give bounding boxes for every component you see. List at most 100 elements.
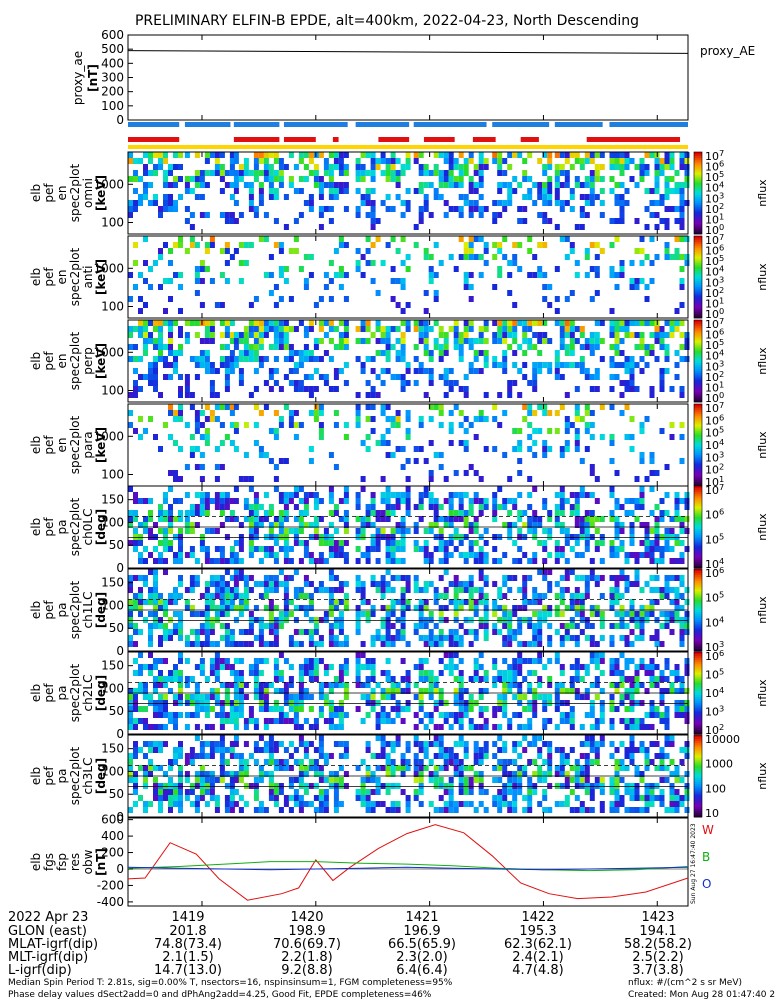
spec-cell (599, 623, 605, 629)
spec-cell (405, 188, 411, 194)
spec-cell (128, 486, 133, 492)
spec-cell (478, 623, 484, 629)
spec-cell (428, 476, 434, 482)
spec-cell (405, 498, 411, 504)
spec-cell (483, 362, 489, 368)
spec-cell (343, 510, 349, 516)
spec-cell (328, 164, 334, 170)
spec-cell (649, 510, 655, 516)
spec-cell (163, 558, 168, 564)
spec-cell (243, 575, 249, 581)
spec-cell (163, 611, 168, 617)
colorbar-segment (694, 479, 702, 483)
spec-cell (219, 356, 225, 362)
spec-cell (463, 338, 469, 344)
spec-cell (385, 558, 391, 564)
spec-cell (214, 688, 220, 694)
spec-cell (473, 700, 479, 706)
colorbar-segment (694, 309, 702, 313)
spec-cell (178, 712, 183, 718)
spec-cell (584, 446, 590, 452)
spec-cell (168, 516, 173, 522)
spec-cell (619, 350, 625, 356)
spec-cell (589, 152, 595, 158)
spec-cell (527, 516, 533, 522)
spec-cell (219, 724, 225, 730)
spec-cell (138, 558, 143, 564)
spec-cell (395, 540, 401, 546)
spec-cell (574, 694, 580, 700)
spec-cell (584, 516, 590, 522)
spec-cell (199, 434, 205, 440)
spec-cell (278, 422, 284, 428)
spec-cell (303, 581, 309, 587)
spec-cell (163, 528, 168, 534)
spec-cell (438, 694, 444, 700)
colorbar-segment (694, 410, 702, 413)
spec-cell (527, 320, 533, 326)
spec-cell (458, 581, 464, 587)
spec-cell (589, 182, 595, 188)
spec-cell (204, 434, 210, 440)
spec-cell (214, 464, 220, 470)
spec-cell (224, 700, 230, 706)
colorbar-segment (694, 682, 702, 686)
spec-cell (273, 522, 279, 528)
spec-cell (458, 338, 464, 344)
spec-cell (569, 152, 575, 158)
spec-cell (483, 504, 489, 510)
spec-cell (433, 404, 439, 410)
spec-cell (173, 152, 178, 158)
spec-cell (418, 771, 424, 777)
spec-cell (468, 581, 474, 587)
spec-cell (233, 552, 239, 558)
spec-cell (273, 176, 279, 182)
spec-cell (599, 611, 605, 617)
spec-cell (423, 540, 429, 546)
colorbar-segment (694, 455, 702, 458)
spec-cell (385, 534, 391, 540)
spec-cell (413, 694, 419, 700)
spec-cell (649, 344, 655, 350)
spec-cell (333, 789, 339, 795)
spec-cell (517, 218, 523, 224)
spec-cell (229, 152, 235, 158)
spec-cell (303, 605, 309, 611)
spec-cell (278, 741, 284, 747)
spec-cell (405, 670, 411, 676)
spec-cell (483, 446, 489, 452)
spec-cell (263, 694, 269, 700)
spec-cell (138, 272, 143, 278)
spec-cell (133, 392, 138, 398)
spec-cell (328, 486, 334, 492)
spec-cell (507, 272, 513, 278)
spec-cell (589, 575, 595, 581)
spec-cell (463, 320, 469, 326)
spec-cell (209, 795, 215, 801)
spec-cell (559, 362, 565, 368)
spec-cell (229, 783, 235, 789)
spec-cell (204, 504, 210, 510)
spec-cell (438, 516, 444, 522)
spec-cell (199, 747, 205, 753)
colorbar-tick-label: 107 (705, 316, 724, 331)
spec-cell (178, 807, 183, 813)
spec-cell (654, 546, 660, 552)
spec-cell (679, 236, 685, 242)
spec-cell (333, 510, 339, 516)
colorbar-tick-label: 105 (705, 337, 724, 352)
spec-cell (178, 498, 183, 504)
spec-cell (664, 350, 670, 356)
spec-cell (532, 362, 538, 368)
spec-cell (634, 581, 640, 587)
spec-cell (308, 158, 314, 164)
spec-cell (639, 664, 645, 670)
spec-cell (385, 452, 391, 458)
spec-cell (189, 404, 195, 410)
spec-cell (614, 504, 620, 510)
colorbar-segment (694, 344, 702, 348)
spec-cell (405, 362, 411, 368)
spec-cell (405, 428, 411, 434)
spec-cell (243, 771, 249, 777)
spec-cell (278, 617, 284, 623)
